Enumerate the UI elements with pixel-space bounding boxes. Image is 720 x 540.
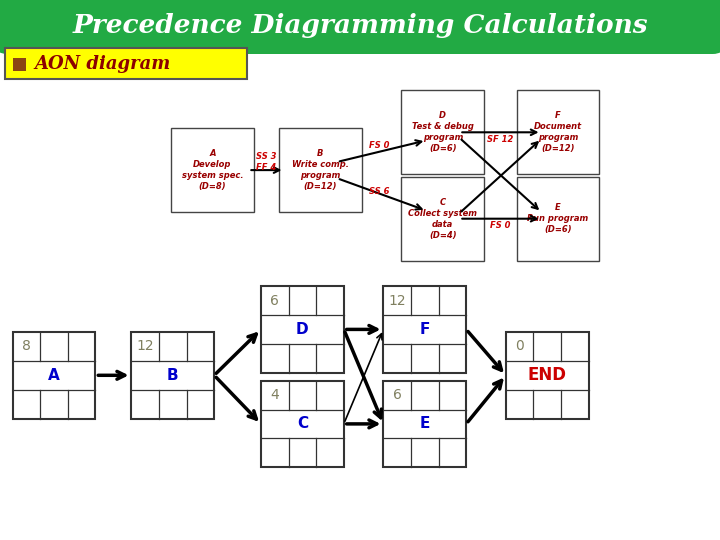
- Text: E: E: [420, 416, 430, 431]
- Text: C: C: [297, 416, 308, 431]
- Text: Precedence Diagramming Calculations: Precedence Diagramming Calculations: [72, 13, 648, 38]
- Text: END: END: [528, 366, 567, 384]
- Text: 8: 8: [22, 340, 31, 354]
- Text: 0: 0: [516, 340, 524, 354]
- FancyBboxPatch shape: [132, 332, 215, 419]
- Text: 12: 12: [388, 294, 406, 308]
- FancyBboxPatch shape: [505, 332, 589, 419]
- FancyBboxPatch shape: [517, 177, 599, 261]
- FancyBboxPatch shape: [261, 286, 344, 373]
- Text: 6: 6: [393, 388, 402, 402]
- Text: AON diagram: AON diagram: [35, 55, 171, 73]
- FancyBboxPatch shape: [383, 381, 467, 467]
- Text: D: D: [296, 322, 309, 337]
- FancyBboxPatch shape: [402, 177, 484, 261]
- FancyBboxPatch shape: [13, 58, 26, 71]
- FancyBboxPatch shape: [261, 381, 344, 467]
- FancyBboxPatch shape: [0, 0, 720, 54]
- FancyBboxPatch shape: [12, 332, 95, 419]
- Text: F: F: [420, 322, 430, 337]
- Text: A
Develop
system spec.
(D=8): A Develop system spec. (D=8): [181, 149, 243, 191]
- Text: D
Test & debug
program
(D=6): D Test & debug program (D=6): [412, 111, 474, 153]
- Text: SF 12: SF 12: [487, 135, 513, 144]
- FancyBboxPatch shape: [5, 48, 247, 79]
- FancyBboxPatch shape: [279, 128, 362, 212]
- Text: SS 3
FF 4: SS 3 FF 4: [256, 152, 276, 172]
- FancyBboxPatch shape: [402, 90, 484, 174]
- Text: FS 0: FS 0: [369, 141, 390, 150]
- FancyBboxPatch shape: [517, 90, 599, 174]
- Text: 12: 12: [136, 340, 154, 354]
- Text: F
Document
program
(D=12): F Document program (D=12): [534, 111, 582, 153]
- Text: 6: 6: [271, 294, 279, 308]
- Text: C
Collect system
data
(D=4): C Collect system data (D=4): [408, 198, 477, 240]
- FancyBboxPatch shape: [383, 286, 467, 373]
- Text: E
Run program
(D=6): E Run program (D=6): [527, 203, 589, 234]
- Text: 4: 4: [271, 388, 279, 402]
- Text: A: A: [48, 368, 60, 383]
- Text: B
Write comp.
program
(D=12): B Write comp. program (D=12): [292, 149, 348, 191]
- Text: B: B: [167, 368, 179, 383]
- Text: SS 6: SS 6: [369, 187, 390, 196]
- FancyBboxPatch shape: [171, 128, 253, 212]
- Text: FS 0: FS 0: [490, 221, 510, 230]
